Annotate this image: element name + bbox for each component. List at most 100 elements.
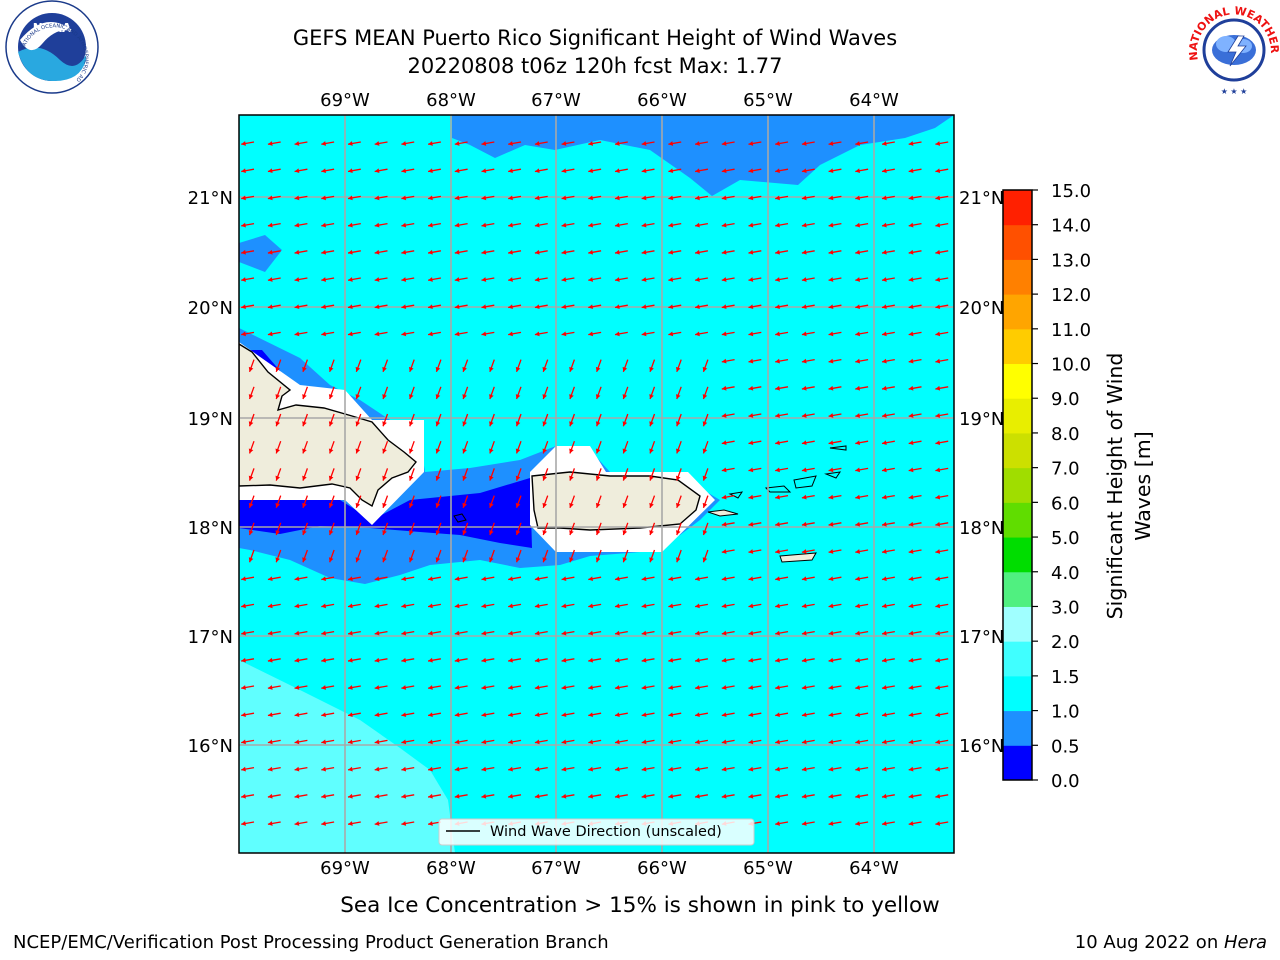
- wind-arrow: [935, 521, 949, 527]
- wind-arrow: [881, 222, 895, 228]
- wind-arrow: [294, 168, 308, 174]
- wind-arrow: [267, 304, 281, 310]
- wind-arrow: [668, 304, 682, 310]
- wind-arrow: [801, 277, 815, 282]
- wind-arrow: [828, 413, 842, 418]
- wind-arrow: [641, 168, 655, 174]
- wind-arrow: [721, 467, 735, 473]
- svg-text:NATIONAL WEATHER SERVICE: NATIONAL WEATHER SERVICE: [0, 0, 1280, 61]
- wind-arrow: [775, 277, 789, 282]
- colorbar-bin: [1003, 537, 1032, 573]
- colorbar-bin: [1003, 745, 1032, 781]
- wind-arrow: [321, 712, 335, 718]
- wind-arrow: [908, 195, 922, 201]
- wind-arrow: [427, 603, 442, 609]
- wind-arrow: [508, 603, 522, 609]
- wind-arrow: [935, 413, 949, 418]
- wind-arrow: [347, 195, 361, 201]
- wind-arrow: [267, 277, 281, 282]
- wind-arrow: [401, 657, 415, 663]
- wind-arrow: [649, 440, 656, 454]
- wind-arrow: [515, 440, 522, 454]
- wind-arrow: [275, 468, 282, 481]
- wind-arrow: [775, 358, 789, 364]
- wind-arrow: [294, 304, 308, 310]
- wind-arrow: [294, 793, 308, 799]
- wind-arrow: [508, 249, 522, 255]
- wind-arrow: [801, 630, 815, 636]
- lon-ticks-top: 69°W 68°W 67°W 66°W 65°W 64°W: [320, 90, 899, 111]
- wind-arrow: [241, 222, 255, 228]
- wind-arrow: [294, 249, 308, 255]
- wind-arrow: [321, 603, 335, 609]
- chart-title-line2: 20220808 t06z 120h fcst Max: 1.77: [407, 54, 783, 78]
- wind-arrow: [641, 249, 655, 255]
- wind-arrow: [775, 549, 789, 554]
- wind-arrow: [561, 331, 575, 337]
- wind-arrow: [614, 195, 628, 201]
- wind-arrow: [588, 304, 602, 310]
- wind-arrow: [881, 168, 895, 174]
- wind-arrow: [908, 549, 922, 554]
- wind-arrow: [347, 249, 361, 255]
- wind-arrow: [534, 657, 548, 663]
- wind-arrow: [241, 766, 255, 772]
- wind-arrow: [595, 440, 602, 454]
- wind-arrow: [935, 821, 949, 826]
- wind-arrow: [294, 821, 308, 826]
- wind-arrow: [275, 495, 282, 509]
- wind-arrow: [801, 685, 815, 690]
- wind-arrow: [241, 277, 255, 282]
- chart-title-line1: GEFS MEAN Puerto Rico Significant Height…: [292, 26, 898, 50]
- wind-arrow: [748, 494, 762, 500]
- wind-arrow: [641, 277, 655, 282]
- wind-arrow: [321, 222, 335, 228]
- wind-arrow: [294, 222, 308, 228]
- wind-arrow: [775, 712, 789, 718]
- wind-arrow: [382, 495, 389, 509]
- wind-arrow: [775, 304, 789, 310]
- wind-arrow: [828, 603, 842, 609]
- wind-arrow: [328, 413, 335, 427]
- wind-arrow: [614, 739, 628, 745]
- wind-arrow: [855, 331, 869, 337]
- wind-arrow: [935, 657, 949, 663]
- wind-arrow: [694, 657, 709, 663]
- wind-arrow: [561, 657, 575, 663]
- wind-arrow: [801, 739, 815, 745]
- wind-arrow: [462, 495, 469, 509]
- wind-arrow: [321, 277, 335, 282]
- colorbar-tick-label: 13.0: [1051, 250, 1091, 271]
- wind-arrow: [588, 657, 602, 663]
- wind-arrow: [595, 468, 602, 481]
- wind-arrow: [748, 685, 762, 690]
- wind-arrow: [569, 413, 576, 427]
- wind-arrow: [935, 766, 949, 772]
- wind-arrow: [702, 549, 709, 563]
- wind-arrow: [435, 413, 442, 427]
- wind-arrow: [321, 630, 335, 636]
- tick-label-top: 68°W: [426, 90, 476, 111]
- wind-arrow: [374, 739, 388, 745]
- wind-arrow: [347, 222, 361, 228]
- mona-island: [453, 513, 467, 523]
- wind-arrow: [534, 304, 548, 310]
- wind-arrow: [908, 358, 922, 364]
- wind-arrow: [561, 685, 575, 690]
- wind-arrow: [267, 712, 281, 718]
- wind-arrow: [374, 657, 388, 663]
- wind-arrow: [481, 793, 495, 799]
- wind-arrow: [721, 440, 735, 446]
- wind-arrow: [775, 494, 789, 500]
- wind-arrow: [775, 793, 789, 799]
- wind-arrow: [515, 549, 522, 563]
- tick-label-bottom: 68°W: [426, 858, 476, 879]
- wind-arrow: [775, 168, 789, 174]
- wind-arrow: [248, 440, 255, 454]
- wind-arrow: [374, 168, 388, 174]
- wind-arrow: [721, 195, 735, 201]
- wind-arrow: [454, 603, 468, 609]
- wind-arrow: [534, 630, 548, 636]
- wind-arrow: [721, 358, 735, 364]
- wind-arrow: [702, 495, 709, 509]
